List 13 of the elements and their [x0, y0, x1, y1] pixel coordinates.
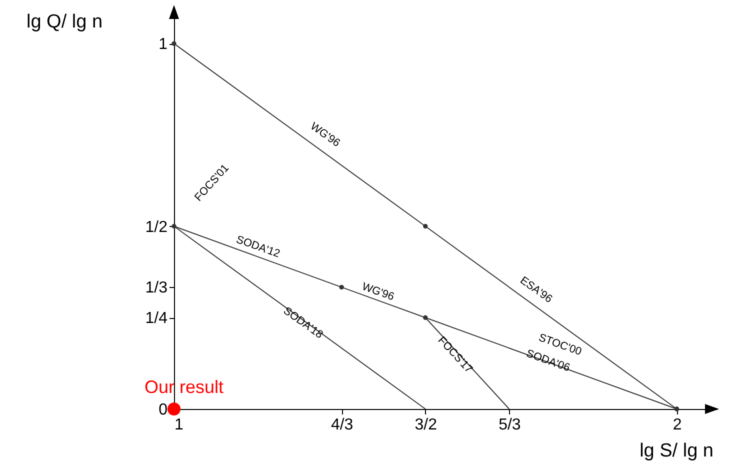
annotation: WG'96: [360, 280, 396, 304]
y-tick-label: 1: [158, 36, 168, 54]
x-tick-label: 4/3: [330, 416, 354, 434]
x-tick-label: 2: [672, 416, 682, 434]
x-axis-title: lg S/ lg n: [640, 440, 714, 462]
x-tick-label: 1: [174, 416, 184, 434]
y-axis-title: lg Q/ lg n: [26, 12, 103, 32]
x-tick-label: 5/3: [498, 416, 521, 434]
x-tick-label: 3/2: [414, 416, 438, 434]
y-tick-label: 1/4: [145, 310, 168, 328]
y-tick-label: 0: [158, 402, 168, 418]
y-tick-label: 1/3: [145, 280, 168, 297]
y-tick-label: 1/2: [145, 218, 168, 236]
